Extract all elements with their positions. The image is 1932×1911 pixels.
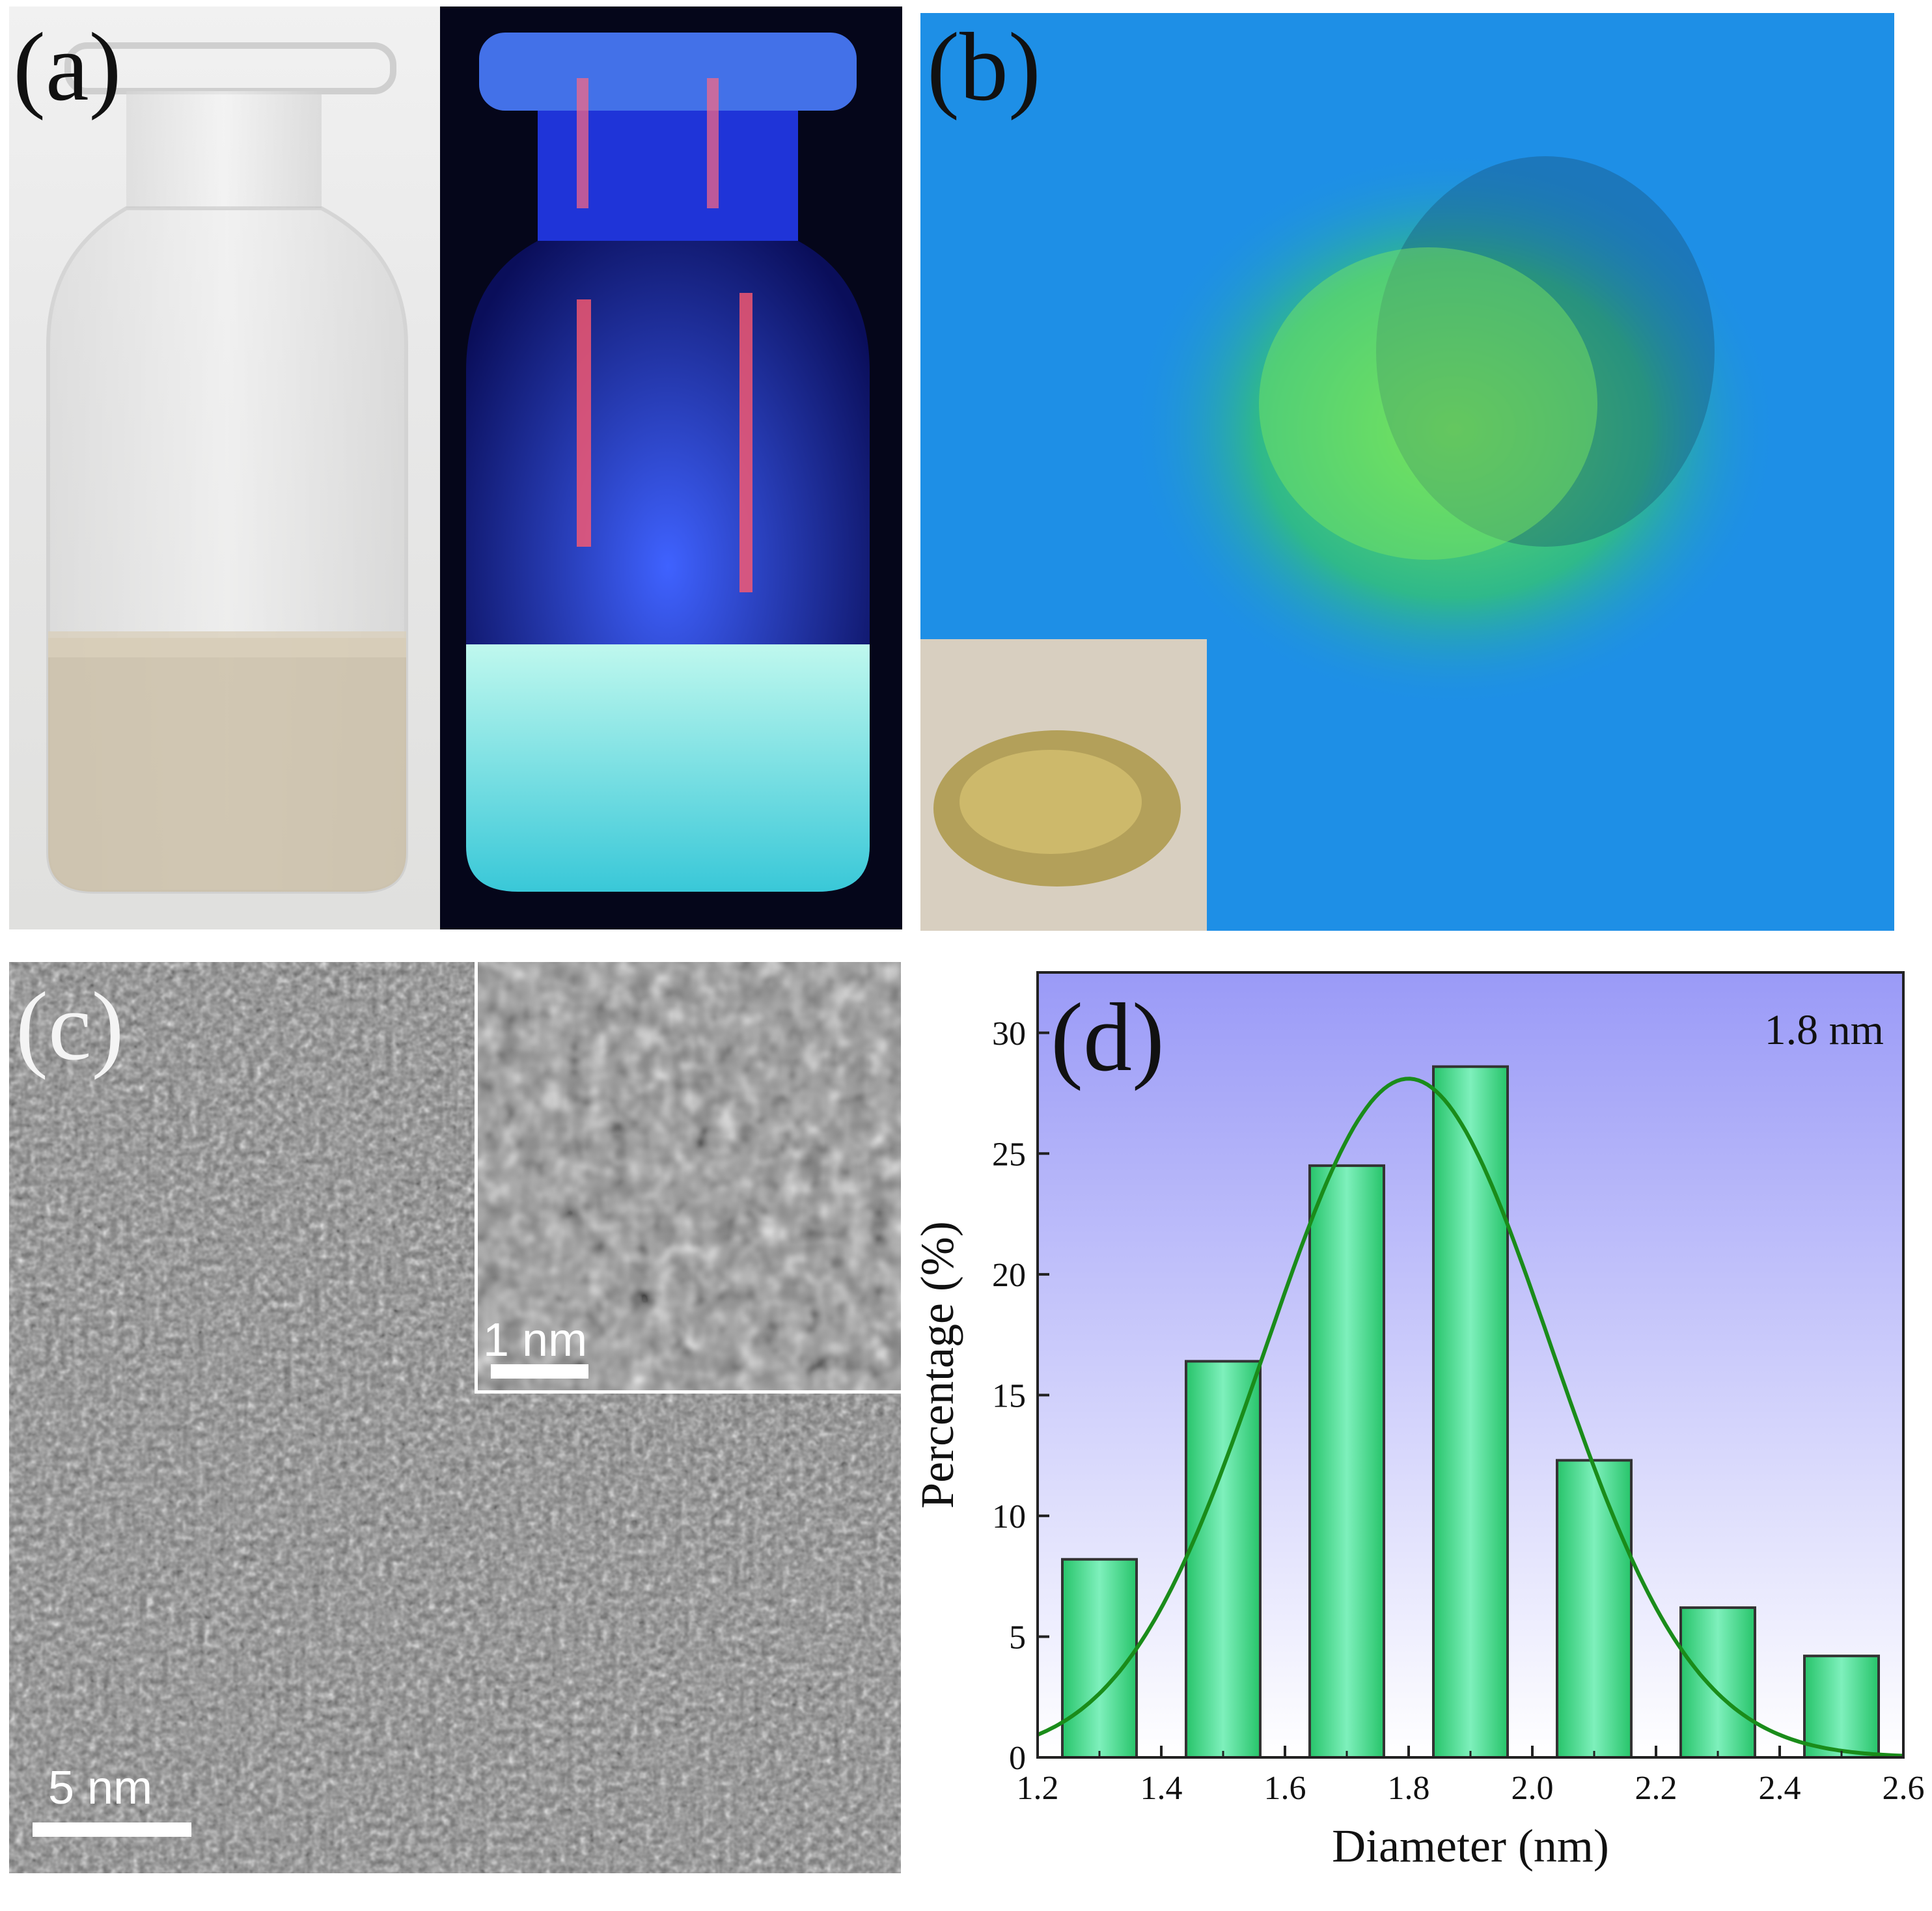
panel-b: (b) [920, 13, 1894, 931]
main-scalebar [33, 1822, 191, 1837]
histogram-bar [1679, 1606, 1756, 1759]
x-tick-label: 2.2 [1635, 1770, 1677, 1807]
x-tick-label: 1.4 [1140, 1770, 1183, 1807]
panel-d: 1.2 1.4 1.6 1.8 2.0 2.2 2.4 2.6 0 5 10 15 20 25 30 Dia… [914, 954, 1929, 1910]
powder-daylight-drawing [933, 730, 1181, 887]
x-tick-label: 1.8 [1388, 1770, 1430, 1807]
y-tick-label: 5 [1009, 1619, 1026, 1656]
histogram-bar [1556, 1459, 1633, 1759]
vial-daylight-drawing [46, 42, 408, 894]
y-tick-label: 10 [992, 1498, 1026, 1535]
y-tick-label: 30 [992, 1015, 1026, 1052]
x-tick-label: 2.6 [1883, 1770, 1925, 1807]
histogram-bar [1803, 1655, 1880, 1759]
gaussian-fit-curve [1036, 1077, 1904, 1758]
y-tick-label: 20 [992, 1257, 1026, 1294]
y-tick-label: 25 [992, 1136, 1026, 1173]
histogram-bar [1432, 1065, 1509, 1759]
x-tick-label: 1.2 [1017, 1770, 1059, 1807]
main-scalebar-label: 5 nm [48, 1762, 153, 1814]
panel-a: (a) [9, 7, 902, 929]
y-axis-title: Percentage (%) [914, 1221, 963, 1509]
panel-label-c: (c) [16, 972, 124, 1080]
panel-label-b: (b) [927, 13, 1041, 121]
x-tick-label: 1.6 [1264, 1770, 1306, 1807]
vial-uv-drawing [466, 33, 870, 892]
x-tick-label: 2.0 [1511, 1770, 1554, 1807]
y-tick-label: 15 [992, 1377, 1026, 1414]
powder-uv-drawing [1129, 150, 1780, 709]
panel-label-a: (a) [13, 13, 122, 121]
size-distribution-chart: 1.2 1.4 1.6 1.8 2.0 2.2 2.4 2.6 0 5 10 15 20 25 30 Dia… [914, 971, 1925, 1872]
vial-photo-uv [440, 7, 902, 929]
powder-daylight-inset [920, 639, 1207, 931]
x-axis-title: Diameter (nm) [1332, 1820, 1609, 1872]
hrtem-image [478, 962, 901, 1390]
histogram-bar [1061, 1558, 1138, 1759]
histogram-bar [1308, 1164, 1385, 1759]
histogram-bar [1185, 1360, 1262, 1759]
inset-scalebar [491, 1364, 588, 1379]
mean-diameter-annotation: 1.8 nm [1765, 1006, 1884, 1054]
panel-c: 1 nm (c) 5 nm [9, 962, 901, 1873]
inset-scalebar-label: 1 nm [483, 1314, 588, 1366]
x-tick-label: 2.4 [1759, 1770, 1801, 1807]
vial-photo-daylight [9, 7, 440, 929]
y-tick-label: 0 [1009, 1740, 1026, 1777]
panel-label-d: (d) [1051, 983, 1165, 1092]
hrtem-inset: 1 nm [475, 962, 901, 1394]
